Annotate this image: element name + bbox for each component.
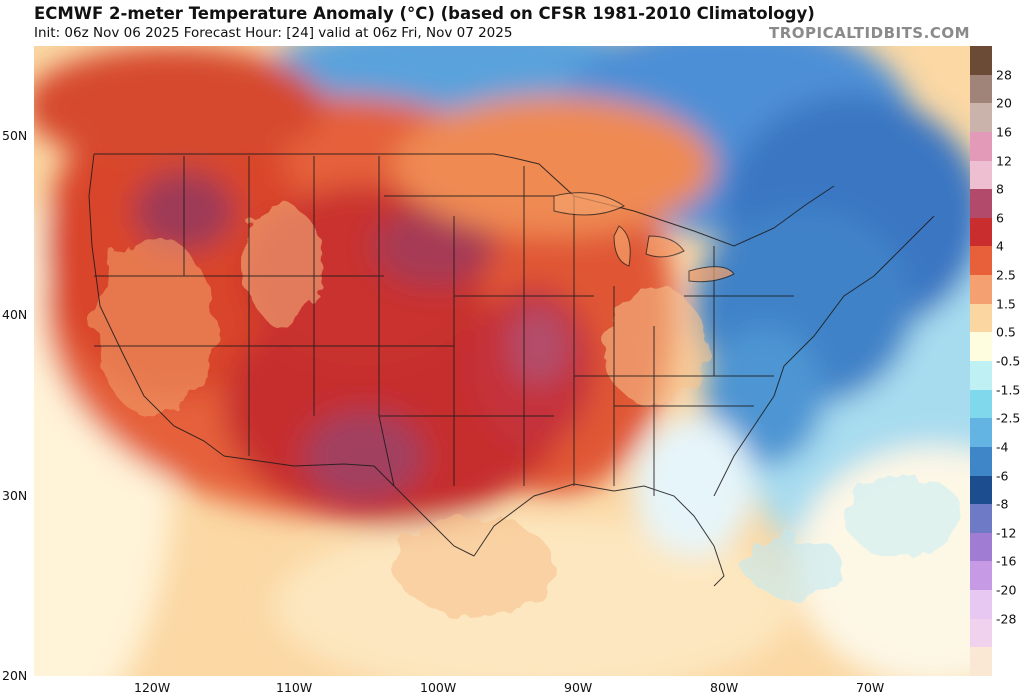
lon-label-100w: 100W bbox=[420, 680, 457, 695]
colorbar-segment bbox=[970, 103, 992, 133]
colorbar-label: -0.5 bbox=[996, 353, 1021, 369]
colorbar-segment bbox=[970, 217, 992, 247]
colorbar-label: 28 bbox=[996, 67, 1012, 83]
colorbar-label: -1.5 bbox=[996, 382, 1021, 398]
colorbar-label: 2.5 bbox=[996, 267, 1016, 283]
colorbar bbox=[970, 46, 992, 677]
anomaly-map bbox=[34, 46, 970, 676]
colorbar-segment bbox=[970, 303, 992, 333]
colorbar-segment bbox=[970, 74, 992, 104]
colorbar-label: 1.5 bbox=[996, 296, 1016, 312]
colorbar-label: 12 bbox=[996, 153, 1012, 169]
colorbar-label: -4 bbox=[996, 439, 1009, 455]
colorbar-segment bbox=[970, 446, 992, 477]
colorbar-segment bbox=[970, 46, 992, 76]
colorbar-segment bbox=[970, 647, 992, 677]
colorbar-segment bbox=[970, 561, 992, 591]
colorbar-label: 16 bbox=[996, 124, 1012, 140]
lat-label-50n: 50N bbox=[2, 128, 28, 143]
colorbar-segment bbox=[970, 189, 992, 219]
colorbar-label: -8 bbox=[996, 496, 1009, 512]
colorbar-label: -12 bbox=[996, 525, 1017, 541]
colorbar-label: 6 bbox=[996, 210, 1004, 226]
colorbar-label: 20 bbox=[996, 95, 1012, 111]
colorbar-label: -16 bbox=[996, 553, 1017, 569]
map-subtitle: Init: 06z Nov 06 2025 Forecast Hour: [24… bbox=[34, 25, 513, 41]
colorbar-label: 0.5 bbox=[996, 324, 1016, 340]
colorbar-label: 8 bbox=[996, 181, 1004, 197]
colorbar-segment bbox=[970, 618, 992, 648]
colorbar-label: -6 bbox=[996, 468, 1009, 484]
lat-label-40n: 40N bbox=[2, 307, 28, 322]
colorbar-segment bbox=[970, 532, 992, 562]
lon-label-90w: 90W bbox=[564, 680, 593, 695]
map-title: ECMWF 2-meter Temperature Anomaly (°C) (… bbox=[34, 4, 815, 23]
colorbar-segment bbox=[970, 389, 992, 419]
lon-label-110w: 110W bbox=[276, 680, 313, 695]
colorbar-label: -28 bbox=[996, 611, 1017, 627]
lat-label-30n: 30N bbox=[2, 488, 28, 503]
colorbar-segment bbox=[970, 361, 992, 391]
lon-label-80w: 80W bbox=[710, 680, 739, 695]
colorbar-segment bbox=[970, 275, 992, 305]
lon-label-70w: 70W bbox=[856, 680, 885, 695]
colorbar-segment bbox=[970, 590, 992, 620]
colorbar-segment bbox=[970, 246, 992, 276]
colorbar-label: -2.5 bbox=[996, 410, 1021, 426]
lon-label-120w: 120W bbox=[134, 680, 171, 695]
colorbar-segment bbox=[970, 504, 992, 534]
colorbar-segment bbox=[970, 332, 992, 362]
brand-watermark: TROPICALTIDBITS.COM bbox=[769, 24, 970, 42]
colorbar-segment bbox=[970, 160, 992, 190]
colorbar-segment bbox=[970, 131, 992, 162]
anomaly-map-canvas bbox=[34, 46, 970, 676]
colorbar-segment bbox=[970, 475, 992, 505]
colorbar-label: -20 bbox=[996, 582, 1017, 598]
lat-label-20n: 20N bbox=[2, 668, 28, 683]
colorbar-segment bbox=[970, 418, 992, 448]
colorbar-label: 4 bbox=[996, 238, 1004, 254]
